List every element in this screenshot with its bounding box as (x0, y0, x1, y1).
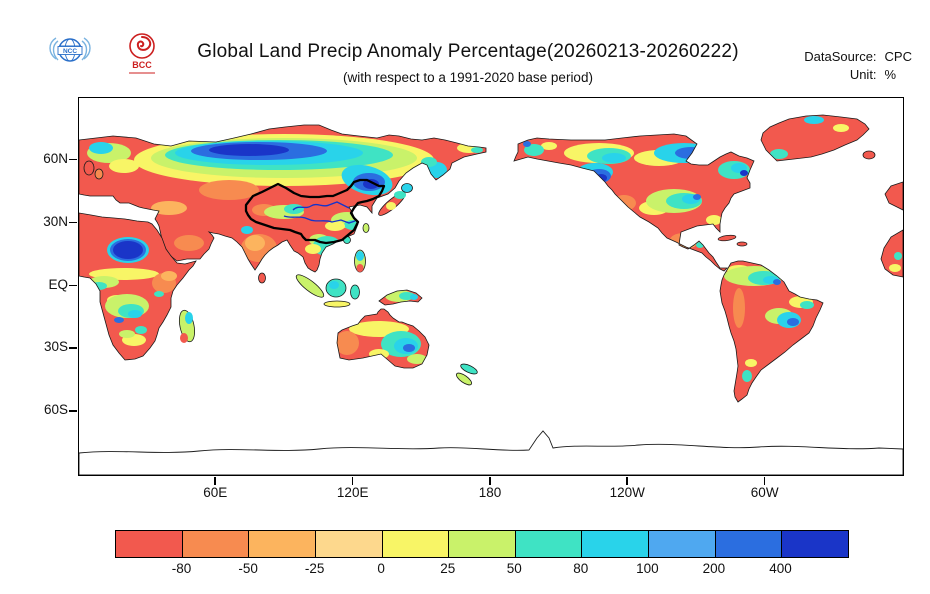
colorbar-tick-label: 400 (769, 561, 792, 576)
island-britain (83, 160, 95, 176)
page-subtitle: (with respect to a 1991-2020 base period… (343, 70, 593, 85)
colorbar-tick-label: 200 (702, 561, 726, 576)
bcc-logo-ring (129, 33, 155, 59)
colorbar-cell (581, 531, 649, 557)
y-axis-tick-mark (69, 284, 77, 287)
y-axis-tick-mark (69, 410, 77, 412)
datasource-value: CPC (884, 49, 912, 64)
china-border (244, 178, 386, 245)
y-axis-tick-label: 60S (43, 402, 68, 418)
continent-south-america (719, 260, 824, 403)
islands-japan (378, 183, 413, 216)
continent-australia (336, 308, 430, 369)
colorbar-cell (714, 531, 782, 557)
colorbar-tick-label: -25 (304, 561, 325, 576)
meta-info: DataSource: CPC Unit: % (804, 49, 912, 82)
world-map (79, 114, 903, 475)
islands-maritime-continent (295, 249, 366, 308)
unit-value: % (884, 67, 897, 82)
colorbar-cell (116, 531, 182, 557)
continent-north-america (513, 133, 755, 272)
y-axis-tick-label: 60N (43, 150, 68, 166)
wrapped-edge-land (880, 181, 903, 278)
colorbar-cell (181, 531, 249, 557)
colorbar-tick-label: 50 (506, 561, 522, 576)
y-axis-tick-label: EQ (48, 276, 68, 292)
bcc-logo-text: BCC (132, 60, 152, 70)
island-new-guinea (378, 289, 423, 306)
colorbar-tick-label: 80 (573, 561, 589, 576)
colorbar-cell (248, 531, 315, 557)
x-axis-tick-mark (626, 477, 628, 485)
island-iceland (862, 150, 876, 160)
x-axis-tick-label: 60W (750, 485, 779, 500)
datasource-label: DataSource: (804, 49, 877, 64)
page-title: Global Land Precip Anomaly Percentage(20… (197, 41, 739, 62)
island-ireland (94, 168, 104, 180)
colorbar-tick-label: 0 (377, 561, 385, 576)
island-taiwan (362, 223, 370, 233)
colorbar-labels: -80 -50 -25 0 25 50 80 100 200 400 (115, 561, 847, 577)
y-axis-tick-mark (69, 347, 77, 349)
islands-new-zealand (455, 363, 478, 386)
colorbar-cell (448, 531, 515, 557)
island-greenland (760, 114, 876, 162)
colorbar-cell (781, 531, 849, 557)
bcc-logo: BCC (121, 32, 163, 83)
unit-label: Unit: (849, 67, 877, 82)
x-axis-tick-label: 120W (609, 485, 645, 500)
ncc-logo-text: NCC (63, 48, 77, 55)
bcc-logo-swirl (136, 36, 152, 51)
antarctica-outline (79, 430, 903, 475)
x-axis-tick-mark (214, 477, 216, 485)
colorbar (115, 530, 849, 558)
x-axis-tick-label: 120E (336, 485, 369, 500)
colorbar-tick-label: -50 (238, 561, 258, 576)
y-axis-tick-mark (69, 158, 77, 161)
continent-africa (79, 212, 197, 361)
islands-caribbean (717, 234, 748, 247)
y-axis-tick-label: 30N (43, 213, 68, 229)
x-axis-tick-mark (763, 477, 766, 485)
x-axis-tick-label: 180 (478, 485, 502, 500)
x-axis-tick-mark (351, 477, 354, 485)
colorbar-cell (314, 531, 382, 557)
colorbar-cell (514, 531, 582, 557)
island-sri-lanka (258, 272, 266, 284)
island-madagascar (178, 309, 196, 343)
colorbar-tick-label: 25 (440, 561, 456, 576)
ncc-logo-wings (49, 37, 91, 61)
ncc-logo-banner (57, 46, 83, 55)
yellow-river (292, 201, 350, 211)
colorbar-cell (648, 531, 715, 557)
colorbar-tick-label: -80 (171, 561, 192, 576)
colorbar-tick-label: 100 (636, 561, 659, 576)
colorbar-cell (381, 531, 449, 557)
ncc-logo: NCC (46, 33, 94, 78)
y-axis-tick-mark (69, 221, 77, 224)
x-axis-tick-mark (489, 477, 491, 485)
yangtze-river (283, 215, 356, 224)
x-axis-tick-label: 60E (203, 485, 228, 500)
map-plot-area (78, 97, 904, 476)
y-axis-tick-label: 30S (43, 339, 68, 355)
